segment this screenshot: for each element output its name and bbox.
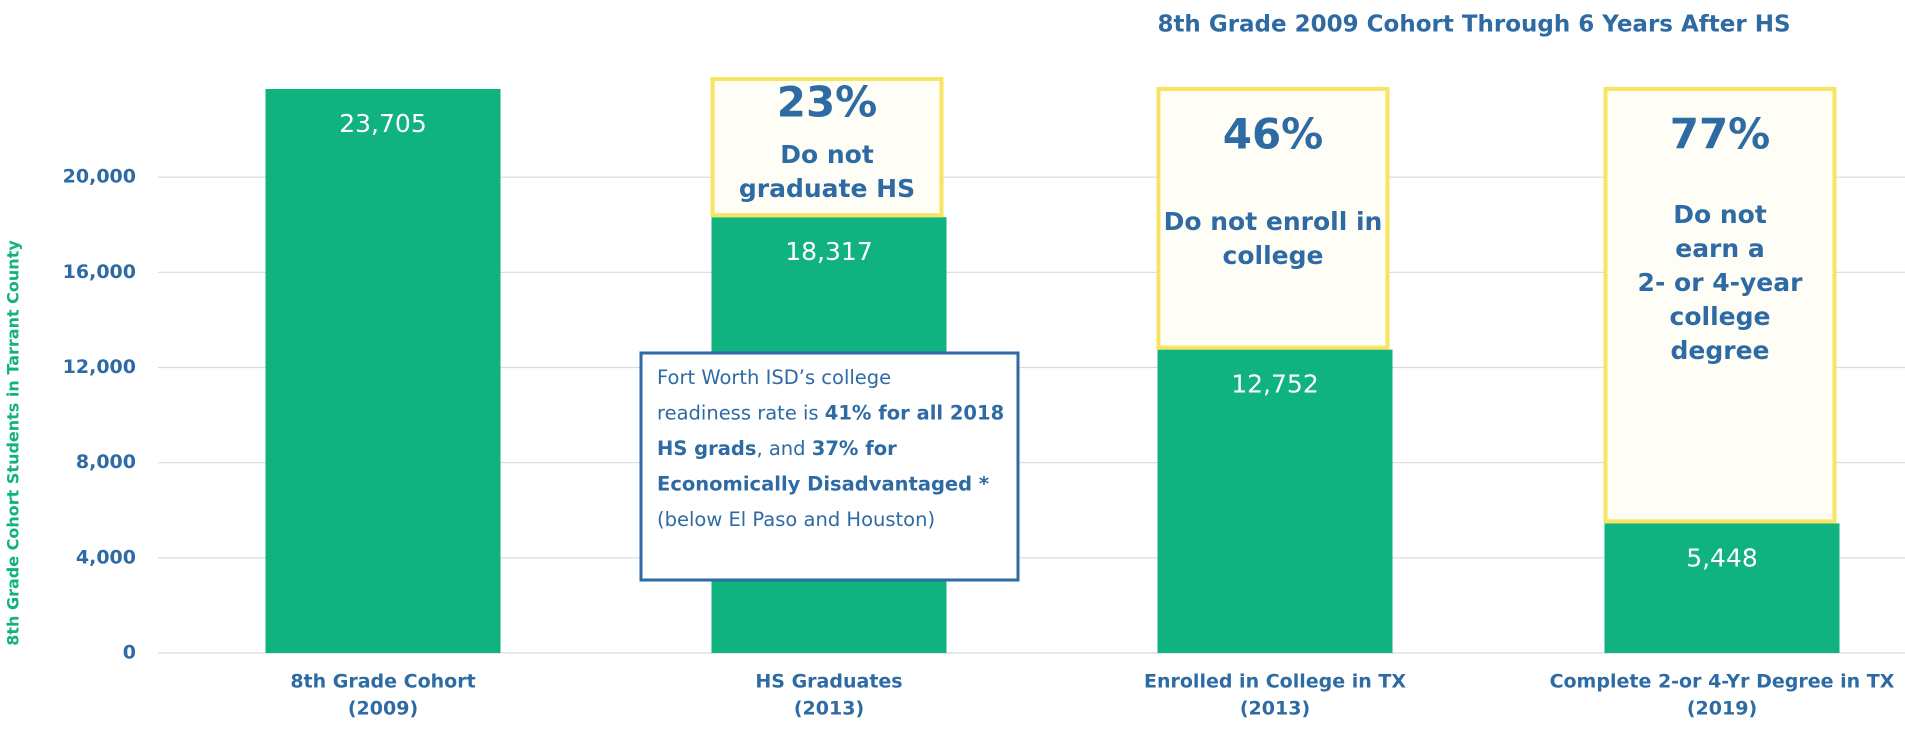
note-text: (below El Paso and Houston) [657, 508, 935, 531]
note-segment: readiness rate is [657, 401, 825, 424]
gap-text: college [1223, 241, 1324, 270]
bar [1604, 523, 1840, 653]
y-tick-label: 0 [123, 642, 136, 664]
note-text: 37% for [812, 437, 897, 460]
note-line: Fort Worth ISD’s college [657, 366, 891, 389]
gap-percent: 77% [1670, 110, 1771, 159]
note-line: (below El Paso and Houston) [657, 508, 935, 531]
x-tick-label: (2013) [794, 698, 864, 720]
y-axis-label: 8th Grade Cohort Students in Tarrant Cou… [4, 240, 23, 646]
note-line: Economically Disadvantaged * [657, 472, 989, 495]
x-tick-label: (2019) [1687, 698, 1757, 720]
gap-box [710, 77, 944, 218]
value-label: 23,705 [339, 109, 426, 138]
gap-text: Do not [780, 140, 874, 169]
bar [1157, 349, 1393, 653]
gap-percent: 46% [1223, 110, 1324, 159]
x-tick-label: Enrolled in College in TX [1144, 671, 1406, 693]
gap-text: earn a [1675, 234, 1765, 263]
gap-box [1603, 87, 1837, 524]
y-tick-label: 20,000 [63, 166, 136, 188]
note-segment: HS grads [657, 437, 756, 460]
note-line: readiness rate is 41% for all 2018 [657, 401, 1004, 424]
gap-text: 2- or 4-year [1638, 268, 1804, 297]
note-segment: Fort Worth ISD’s college [657, 366, 891, 389]
x-tick-label: (2009) [348, 698, 418, 720]
note-segment: Economically Disadvantaged * [657, 472, 989, 495]
note-box [639, 351, 1020, 582]
note-text: Economically Disadvantaged * [657, 472, 989, 495]
x-tick-label: Complete 2-or 4-Yr Degree in TX [1550, 671, 1895, 693]
gap-percent: 23% [777, 78, 878, 127]
note-segment: , and [756, 437, 811, 460]
value-label: 18,317 [785, 237, 872, 266]
bar [265, 89, 501, 653]
note-text: , and [756, 437, 811, 460]
note-text: HS grads [657, 437, 756, 460]
y-tick-label: 4,000 [76, 546, 136, 568]
value-label: 5,448 [1686, 543, 1758, 572]
value-label: 12,752 [1231, 370, 1318, 399]
chart-title: 8th Grade 2009 Cohort Through 6 Years Af… [1157, 12, 1790, 38]
y-tick-label: 12,000 [63, 356, 136, 378]
x-tick-label: HS Graduates [755, 671, 902, 693]
gap-text: Do not [1673, 200, 1767, 229]
gap-box [1156, 87, 1390, 350]
gap-text: Do not enroll in [1164, 207, 1383, 236]
gap-text: degree [1671, 336, 1770, 365]
note-segment: 37% for [812, 437, 897, 460]
y-tick-label: 8,000 [76, 451, 136, 473]
note-segment: (below El Paso and Houston) [657, 508, 935, 531]
note-text: 41% for all 2018 [825, 401, 1004, 424]
gap-text: graduate HS [739, 174, 915, 203]
note-segment: 41% for all 2018 [825, 401, 1004, 424]
note-line: HS grads, and 37% for [657, 437, 897, 460]
y-tick-label: 16,000 [63, 261, 136, 283]
x-tick-label: (2013) [1240, 698, 1310, 720]
note-text: Fort Worth ISD’s college [657, 366, 891, 389]
x-tick-label: 8th Grade Cohort [290, 671, 475, 693]
gap-text: college [1670, 302, 1771, 331]
note-text: readiness rate is [657, 401, 825, 424]
